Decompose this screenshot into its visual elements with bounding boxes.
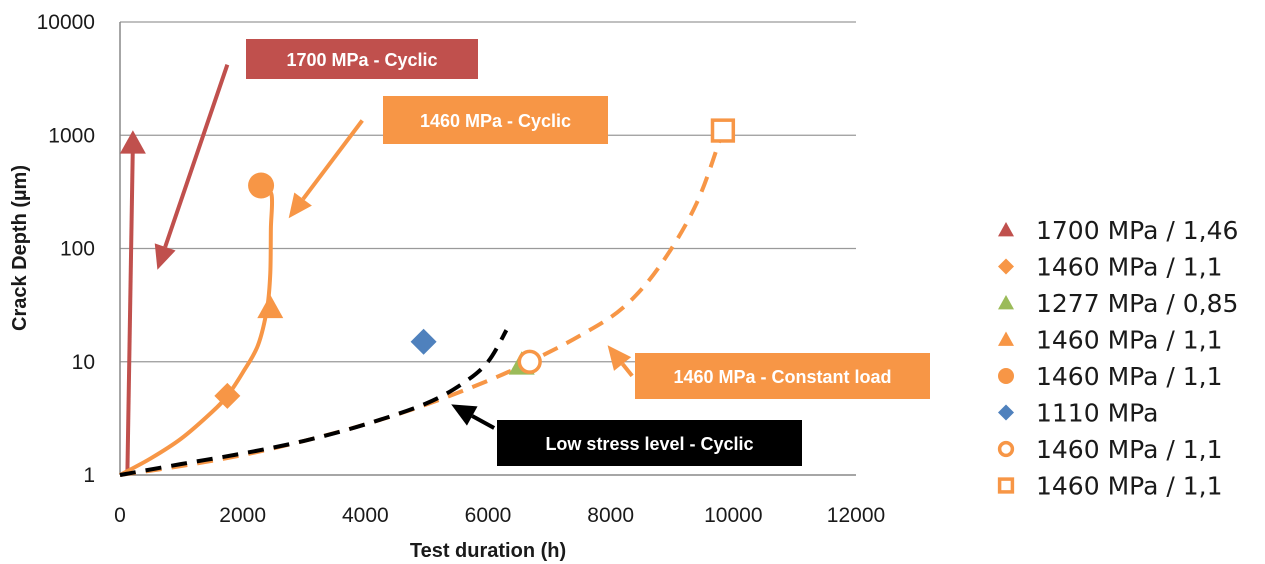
legend-label: 1110 MPa <box>1036 399 1158 428</box>
x-tick-label: 12000 <box>827 504 885 527</box>
legend-label: 1700 MPa / 1,46 <box>1036 216 1238 245</box>
legend-item: 1460 MPa / 1,1 <box>998 362 1223 391</box>
legend-item: 1460 MPa / 1,1 <box>997 435 1223 464</box>
callout-arrow-1 <box>288 119 364 219</box>
y-tick-label: 1 <box>83 464 95 487</box>
legend-marker <box>997 440 1015 458</box>
y-tick-label: 100 <box>60 238 95 261</box>
legend-label: 1460 MPa / 1,1 <box>1036 326 1223 355</box>
callout-box-1: 1460 MPa - Cyclic <box>383 96 608 144</box>
legend-label: 1277 MPa / 0,85 <box>1036 289 1238 318</box>
callout-arrows <box>154 64 634 430</box>
legend-label: 1460 MPa / 1,1 <box>1036 472 1223 501</box>
legend-marker <box>998 331 1014 346</box>
x-tick-label: 0 <box>114 504 126 527</box>
callout-arrow-0 <box>154 64 230 270</box>
legend-item: 1460 MPa / 1,1 <box>998 326 1223 355</box>
legend-label: 1460 MPa / 1,1 <box>1036 435 1223 464</box>
x-tick-labels: 0 2000 4000 6000 8000 10000 12000 <box>114 504 885 527</box>
x-tick-label: 8000 <box>587 504 634 527</box>
legend-item: 1460 MPa / 1,1 <box>998 253 1223 282</box>
legend-item: 1277 MPa / 0,85 <box>998 289 1238 318</box>
callout-label: 1460 MPa - Cyclic <box>420 111 571 131</box>
curves <box>119 129 725 477</box>
legend-marker <box>998 404 1014 421</box>
legend-label: 1460 MPa / 1,1 <box>1036 362 1223 391</box>
callout-label: Low stress level - Cyclic <box>545 434 753 454</box>
x-tick-label: 4000 <box>342 504 389 527</box>
data-point-7 <box>710 118 736 143</box>
x-axis-title: Test duration (h) <box>410 540 566 562</box>
callout-label: 1460 MPa - Constant load <box>673 367 891 387</box>
data-point-0 <box>119 130 146 154</box>
callout-arrow-2 <box>607 345 634 378</box>
data-point-5 <box>410 328 437 355</box>
callout-arrow-3 <box>451 404 496 430</box>
legend-marker <box>998 258 1014 275</box>
y-tick-label: 1000 <box>48 124 95 147</box>
gridlines <box>120 21 856 363</box>
y-tick-labels: 1 10 100 1000 10000 <box>37 11 95 487</box>
callouts: 1700 MPa - Cyclic 1460 MPa - Cyclic 1460 M… <box>246 39 930 466</box>
data-point-6 <box>517 349 542 374</box>
legend-marker <box>998 222 1014 237</box>
y-axis-title: Crack Depth (µm) <box>9 165 31 331</box>
callout-box-2: 1460 MPa - Constant load <box>635 353 930 399</box>
axes <box>119 22 856 476</box>
legend-label: 1460 MPa / 1,1 <box>1036 253 1223 282</box>
callout-box-3: Low stress level - Cyclic <box>497 420 802 466</box>
y-tick-label: 10000 <box>37 11 95 34</box>
curve-0 <box>125 143 135 476</box>
data-points <box>119 118 736 409</box>
curve-1 <box>119 183 275 477</box>
legend-marker <box>998 295 1014 310</box>
legend-item: 1460 MPa / 1,1 <box>997 472 1223 501</box>
legend-item: 1110 MPa <box>998 399 1158 428</box>
curve-3 <box>119 329 509 477</box>
legend-marker <box>998 368 1014 384</box>
legend-item: 1700 MPa / 1,46 <box>998 216 1238 245</box>
x-tick-label: 2000 <box>219 504 266 527</box>
x-tick-label: 10000 <box>704 504 762 527</box>
data-point-4 <box>248 172 275 199</box>
legend-marker <box>997 477 1015 494</box>
y-tick-label: 10 <box>72 351 95 374</box>
legend: 1700 MPa / 1,46 1460 MPa / 1,1 1277 MPa / … <box>997 216 1238 501</box>
data-point-3 <box>257 294 284 319</box>
x-tick-label: 6000 <box>465 504 512 527</box>
data-point-1 <box>214 382 241 409</box>
callout-label: 1700 MPa - Cyclic <box>286 50 437 70</box>
callout-box-0: 1700 MPa - Cyclic <box>246 39 478 79</box>
